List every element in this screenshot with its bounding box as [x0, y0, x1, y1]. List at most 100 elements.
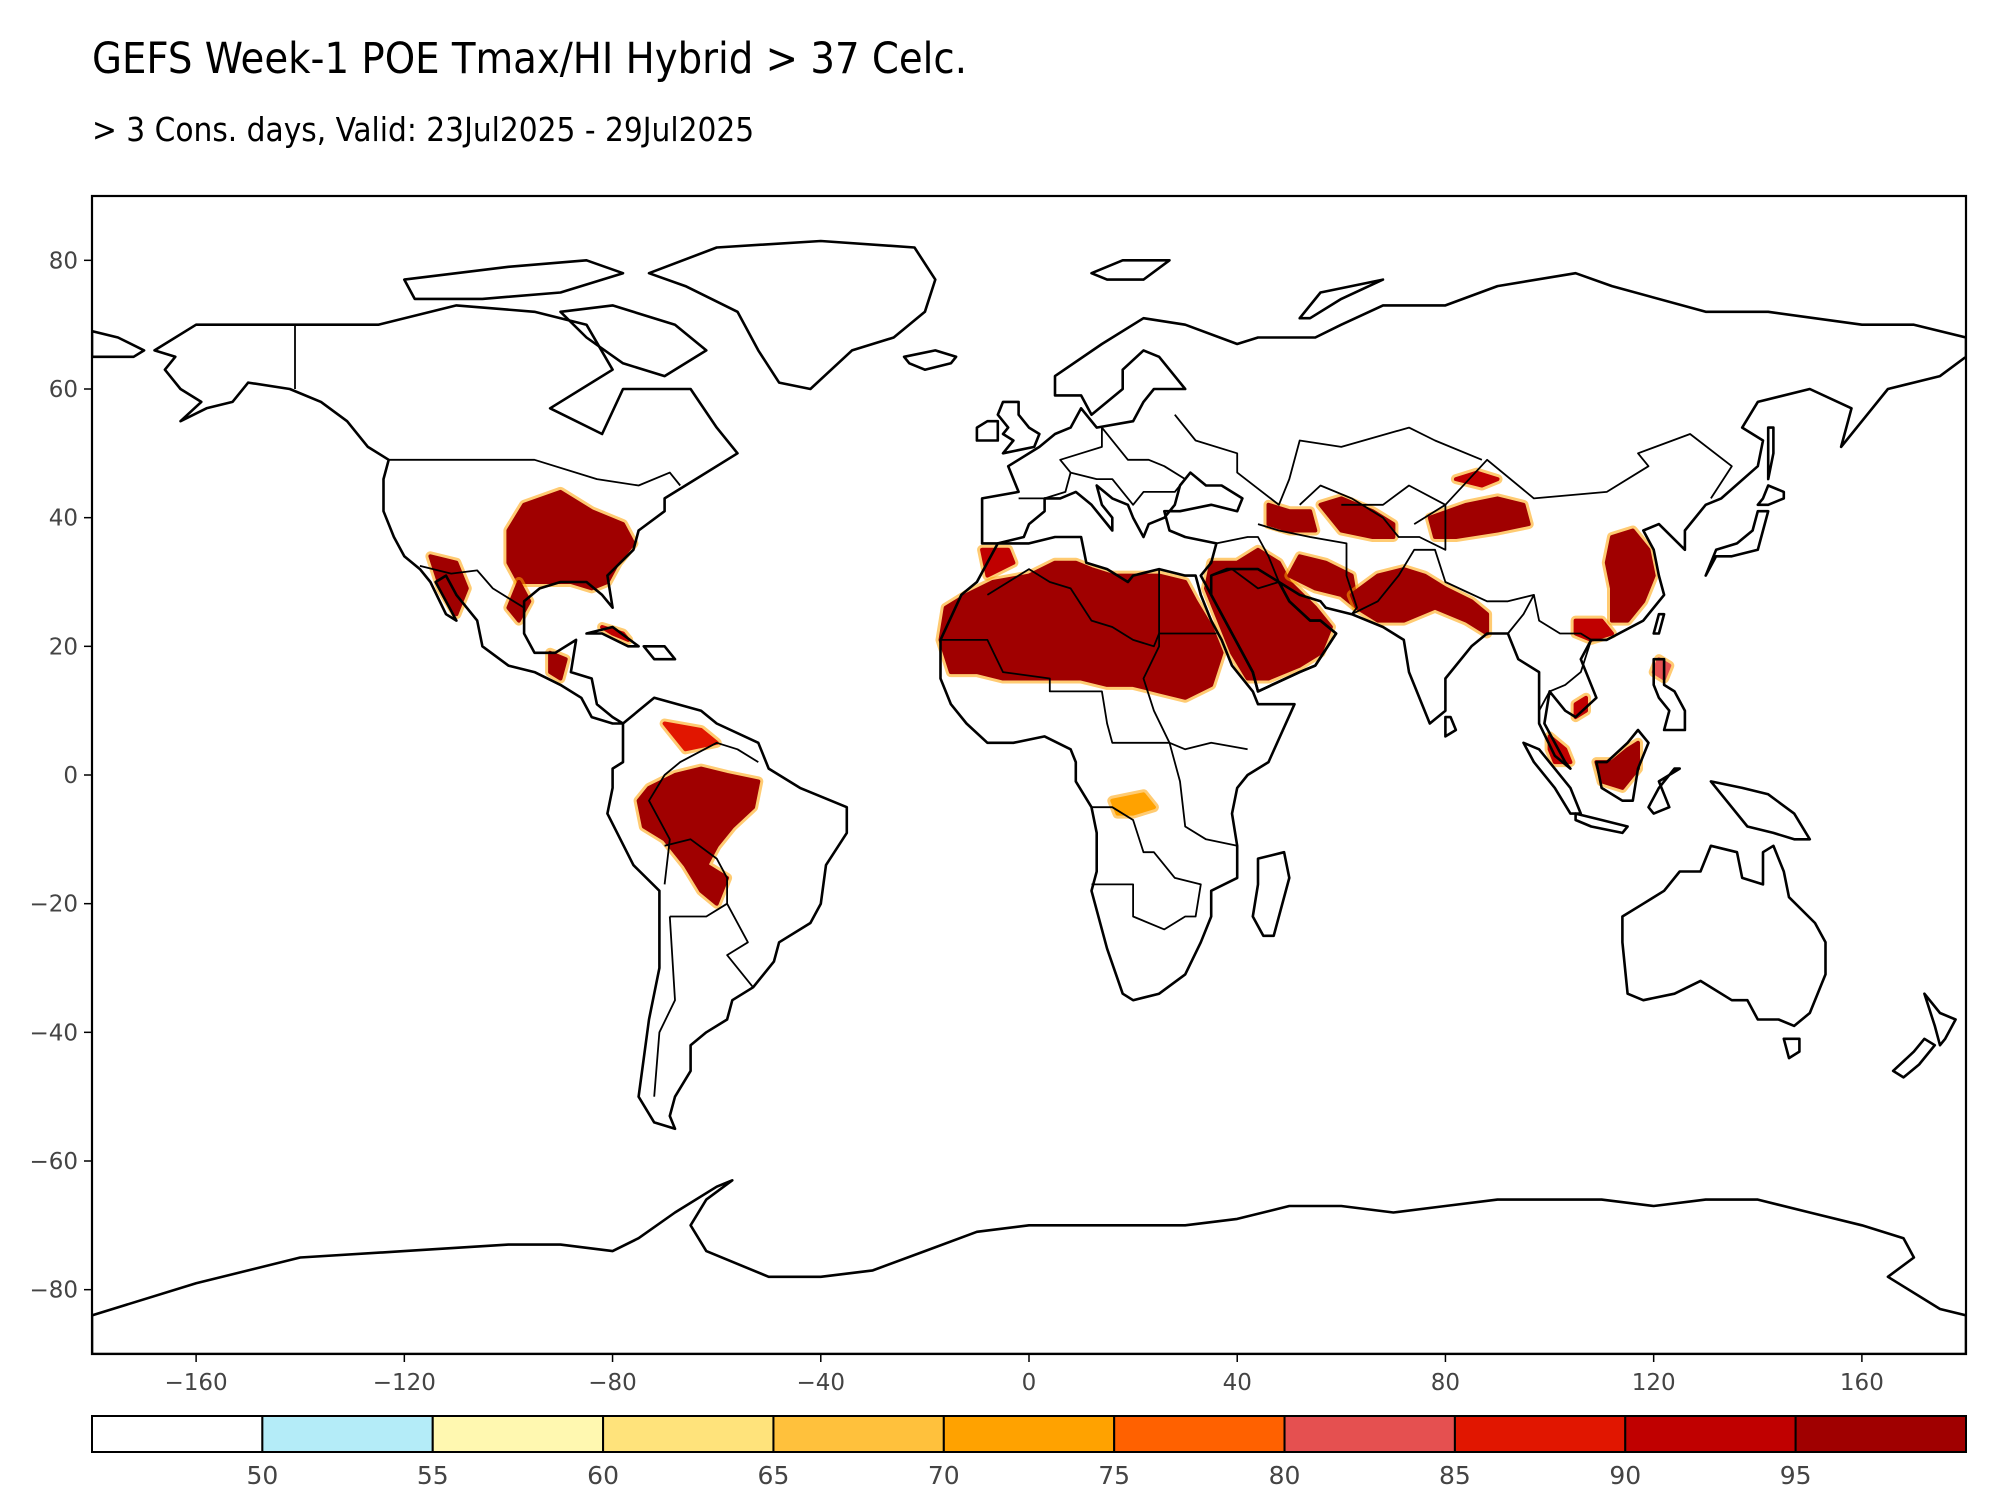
colorbar-swatch [602, 1415, 775, 1453]
lon-tick-label: 120 [1632, 1370, 1676, 1396]
pakistan-india-hotspot [1349, 567, 1490, 636]
lat-tick-label: −20 [29, 892, 78, 918]
se-asia-borders [1533, 594, 1593, 712]
tarim-hotspot [1427, 496, 1531, 539]
colorbar-label: 95 [1780, 1461, 1812, 1490]
chart-subtitle: > 3 Cons. days, Valid: 23Jul2025 - 29Jul… [92, 110, 755, 149]
japan-coast [1704, 509, 1770, 577]
africa-coast [939, 535, 1296, 1002]
greenland-coast [647, 239, 937, 391]
caspian-hotspot [1266, 502, 1318, 533]
colorbar-swatch [261, 1415, 434, 1453]
hispaniola-coast [642, 645, 677, 661]
ireland-coast [975, 419, 1000, 442]
africa-borders-3 [1142, 569, 1238, 847]
canadian-arctic-islands-coast [403, 259, 625, 301]
colorbar: 50 55 60 65 70 75 80 85 90 95 [91, 1415, 1967, 1490]
india-border [1351, 548, 1535, 635]
colorbar-label: 85 [1439, 1461, 1471, 1490]
iran-afg-borders [1257, 523, 1358, 615]
colorbar-label: 60 [587, 1461, 619, 1490]
iceland-coast [902, 349, 958, 371]
us-hotspot [506, 489, 636, 591]
central-america-hotspot [548, 650, 568, 681]
colorbar-label: 90 [1609, 1461, 1641, 1490]
middle-east-borders [1210, 536, 1280, 590]
lon-tick-label: −160 [165, 1370, 228, 1396]
colorbar-label: 75 [1098, 1461, 1130, 1490]
colorbar-swatch [942, 1415, 1116, 1453]
colorbar-label: 65 [758, 1461, 790, 1490]
longitude-axis: −160 −120 −80 −40 0 40 80 120 160 [165, 1354, 1884, 1396]
tasmania-coast [1782, 1037, 1801, 1060]
taiwan-coast [1652, 612, 1666, 635]
svalbard-coast [1090, 259, 1171, 281]
russia-border [1174, 414, 1483, 506]
new-zealand-south-coast [1891, 1037, 1937, 1079]
colorbar-swatch [1113, 1415, 1286, 1453]
south-america-borders-3 [653, 916, 676, 1097]
borneo-hotspot [1594, 740, 1640, 790]
baffin-island-coast [559, 304, 708, 378]
lat-tick-label: −40 [29, 1020, 78, 1046]
map-background [92, 196, 1966, 1354]
arabia-hotspot [1204, 547, 1333, 681]
arabian-peninsula-fill-coast [1209, 567, 1338, 693]
lat-tick-label: −60 [29, 1149, 78, 1175]
lon-tick-label: 160 [1840, 1370, 1884, 1396]
colorbar-label: 50 [246, 1461, 278, 1490]
latitude-axis: 80 60 40 20 0 −20 −40 −60 −80 [29, 248, 92, 1304]
philippines-hotspot [1651, 657, 1672, 681]
africa-borders-1 [986, 568, 1217, 648]
cuba-coast [585, 625, 640, 648]
australia-coast [1621, 844, 1827, 1028]
colorbar-label: 55 [417, 1461, 449, 1490]
sri-lanka-coast [1444, 715, 1458, 738]
colorbar-swatch [1624, 1415, 1797, 1453]
amazon-hotspot [636, 766, 761, 906]
central-asia-borders [1299, 484, 1447, 551]
great-britain-coast [996, 400, 1041, 455]
antarctica-coast [92, 1179, 1966, 1354]
colorbar-label: 70 [928, 1461, 960, 1490]
new-zealand-north-coast [1923, 992, 1957, 1047]
colorbar-swatch [1794, 1415, 1967, 1453]
lon-tick-label: −40 [797, 1370, 846, 1396]
south-america-borders [648, 741, 759, 885]
chart-title: GEFS Week-1 POE Tmax/HI Hybrid > 37 Celc… [92, 34, 967, 84]
sakhalin-coast [1766, 426, 1775, 481]
madagascar-coast [1251, 850, 1291, 938]
colorbar-swatch [1453, 1415, 1627, 1453]
us-canada-border [388, 458, 681, 487]
lon-tick-label: −120 [373, 1370, 436, 1396]
africa-borders-2 [940, 639, 1248, 751]
coastlines [92, 239, 1966, 1354]
novaya-zemlya-coast [1298, 278, 1385, 320]
lat-tick-label: 80 [49, 248, 78, 274]
colorbar-swatch [91, 1415, 264, 1453]
south-america-borders-2 [664, 838, 728, 918]
new-guinea-coast [1709, 780, 1812, 841]
colorbar-label: 80 [1269, 1461, 1301, 1490]
europe-asia-coast [980, 271, 1966, 770]
borneo-coast [1595, 728, 1650, 802]
congo-hotspot [1110, 792, 1156, 816]
probability-shading [425, 467, 1675, 909]
china-border [1413, 433, 1733, 525]
lat-tick-label: 20 [49, 634, 78, 660]
north-america-coast [153, 304, 739, 725]
mongolia-hotspot [1453, 470, 1500, 488]
hokkaido-coast [1756, 484, 1786, 507]
south-america-coast [606, 696, 849, 1131]
lat-tick-label: 0 [63, 763, 78, 789]
java-coast [1574, 812, 1629, 835]
europe-borders [1018, 426, 1187, 506]
lat-tick-label: 40 [49, 506, 78, 532]
lat-tick-label: 60 [49, 377, 78, 403]
lon-tick-label: 40 [1223, 1370, 1252, 1396]
colorbar-swatch [772, 1415, 945, 1453]
colorbar-swatch [1283, 1415, 1456, 1453]
sulawesi-coast [1647, 767, 1681, 815]
lon-tick-label: 0 [1022, 1370, 1037, 1396]
